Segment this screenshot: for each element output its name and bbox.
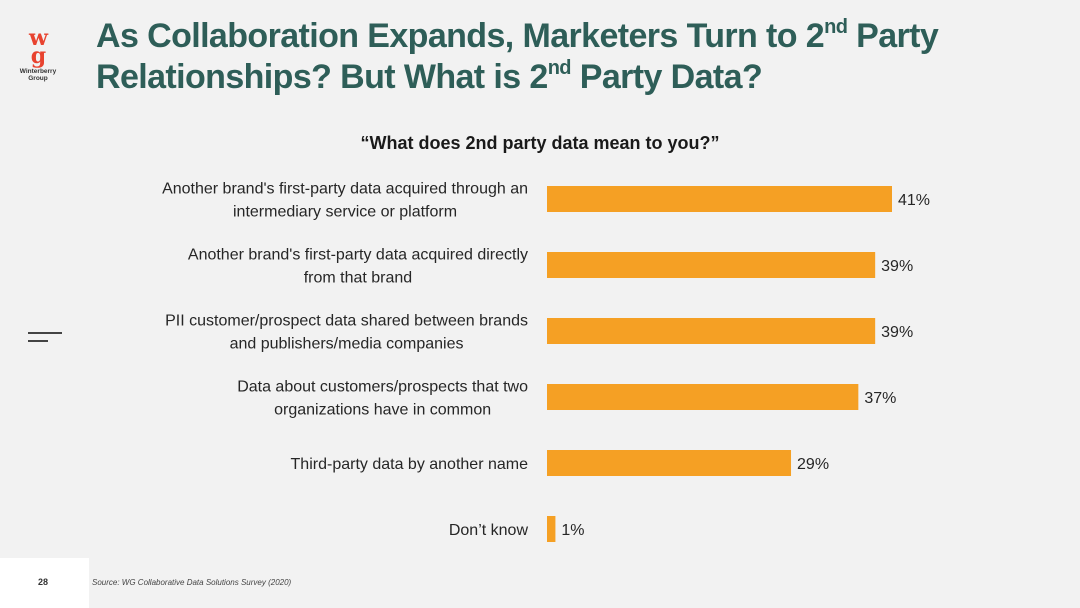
category-label-2-line-0: PII customer/prospect data shared betwee… [165,313,528,330]
category-label-5-line-0: Don’t know [449,522,529,539]
page-title: As Collaboration Expands, Marketers Turn… [96,16,1056,98]
footer-box [0,558,89,608]
logo-mark-bottom: g [30,43,46,69]
value-label-0: 41% [898,192,930,209]
winterberry-logo: w g Winterberry Group [14,25,62,88]
title-part3: Party Data? [570,58,763,96]
page-number: 28 [38,577,49,587]
logo-name-line2: Group [28,75,48,82]
title-superscript-2: nd [547,57,572,79]
logo-name-line1: Winterberry [19,68,57,75]
category-label-0-line-1: intermediary service or platform [233,204,457,221]
bar-2 [547,318,876,344]
category-label-3-line-1: organizations have in common [274,402,491,419]
category-label-1-line-0: Another brand's first-party data acquire… [188,247,528,264]
menu-lines-icon [28,332,62,342]
category-label-1-line-1: from that brand [304,270,413,287]
bar-4 [547,450,792,476]
category-label-4-line-0: Third-party data by another name [291,456,529,473]
bar-0 [547,186,892,212]
logo-name: Winterberry Group [14,68,62,82]
value-label-2: 39% [881,324,913,341]
wg-logo-mark: w g [14,25,62,69]
bar-5 [547,516,556,542]
value-label-5: 1% [561,522,584,539]
logo-mark-top: w [29,25,48,51]
bar-3 [547,384,859,410]
value-label-3: 37% [864,390,896,407]
title-superscript-1: nd [824,16,848,38]
title-part1: As Collaboration Expands, Marketers Turn… [96,17,825,55]
category-label-0-line-0: Another brand's first-party data acquire… [162,181,528,198]
source-note: Source: WG Collaborative Data Solutions … [92,578,292,587]
category-label-2-line-1: and publishers/media companies [230,336,464,353]
value-label-1: 39% [881,258,913,275]
category-label-3-line-0: Data about customers/prospects that two [237,379,528,396]
chart-title: “What does 2nd party data mean to you?” [360,133,720,153]
value-label-4: 29% [797,456,829,473]
bar-1 [547,252,876,278]
title-part2: Party Relationships? But What is 2 [96,17,939,96]
